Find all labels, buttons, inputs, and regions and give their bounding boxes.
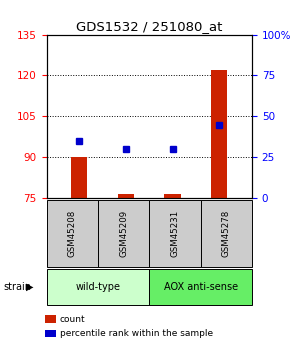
Text: strain: strain: [3, 282, 31, 292]
Bar: [71, 157, 87, 198]
Bar: [164, 194, 181, 198]
Text: wild-type: wild-type: [75, 282, 120, 292]
Text: ▶: ▶: [26, 282, 33, 292]
Text: GSM45278: GSM45278: [222, 210, 231, 257]
Text: AOX anti-sense: AOX anti-sense: [164, 282, 238, 292]
Text: count: count: [60, 315, 85, 324]
Text: percentile rank within the sample: percentile rank within the sample: [60, 329, 213, 338]
Text: GSM45231: GSM45231: [170, 210, 179, 257]
Title: GDS1532 / 251080_at: GDS1532 / 251080_at: [76, 20, 222, 33]
Bar: [118, 194, 134, 198]
Bar: [211, 70, 227, 198]
Text: GSM45208: GSM45208: [68, 210, 77, 257]
Text: GSM45209: GSM45209: [119, 210, 128, 257]
